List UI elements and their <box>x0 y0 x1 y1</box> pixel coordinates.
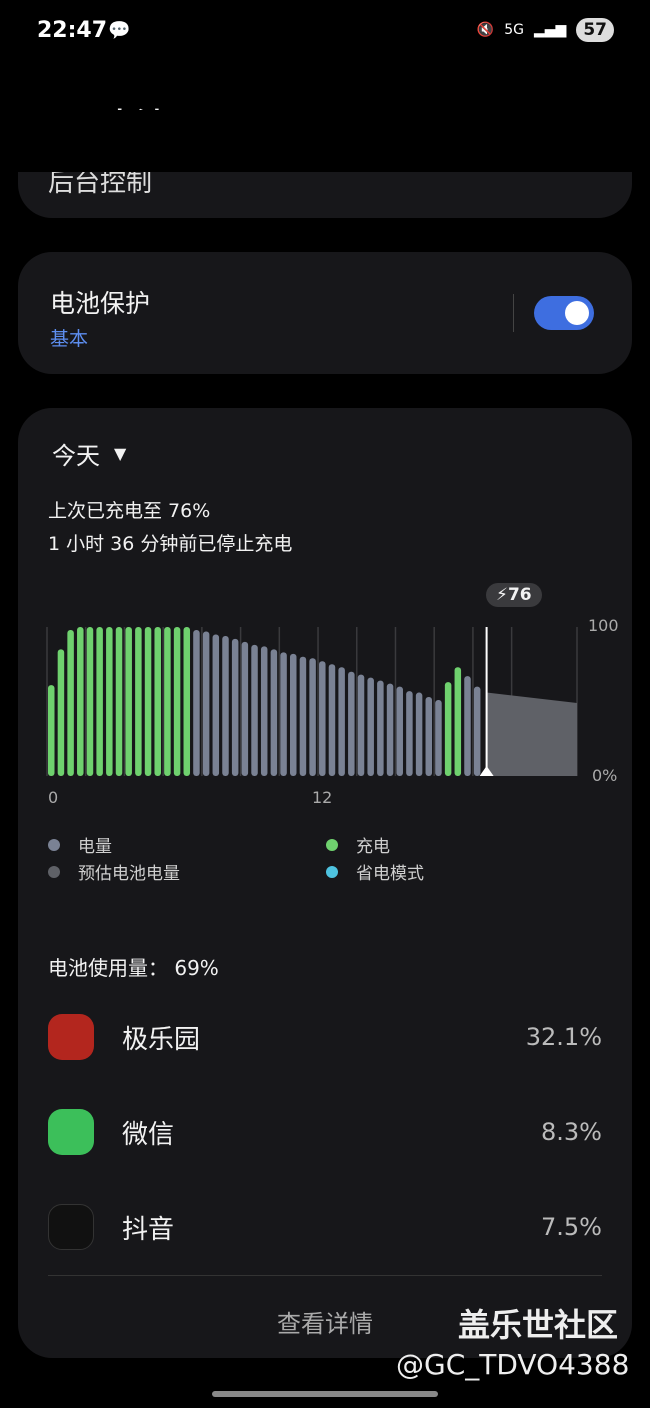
chart-bar <box>241 641 249 776</box>
chart-bar <box>444 682 452 776</box>
signal-icon: ▂▄▆ <box>534 22 567 38</box>
chart-bar <box>435 700 442 776</box>
chart-bar <box>280 652 287 776</box>
chart-bar <box>154 627 161 776</box>
legend-charging: 充电 <box>326 832 390 857</box>
chart-bar <box>386 683 394 776</box>
chart-bar <box>270 649 278 776</box>
chart-bar <box>367 677 374 776</box>
chart-bar <box>125 627 132 776</box>
chart-bar <box>67 629 74 776</box>
chart-bar <box>348 671 355 776</box>
chart-bar <box>115 627 123 776</box>
chart-bar <box>319 661 326 776</box>
chart-bar <box>290 653 297 776</box>
chart-bar <box>464 676 471 776</box>
app-row[interactable]: 微信 8.3% <box>48 1109 602 1155</box>
app-icon <box>48 1014 94 1060</box>
period-dropdown[interactable]: 今天 ▼ <box>52 436 126 471</box>
chart-bar <box>425 697 433 776</box>
chart-bar <box>415 692 423 776</box>
battery-protection-toggle[interactable] <box>534 296 594 330</box>
message-notification-icon: 💬 <box>108 20 131 41</box>
wechat-icon <box>48 1109 94 1155</box>
chart-bar <box>377 680 384 776</box>
chart-bar <box>202 631 210 776</box>
legend-level: 电量 <box>48 832 112 857</box>
battery-chart <box>46 627 578 776</box>
chart-bar <box>357 674 365 776</box>
network-type: 5G <box>504 22 525 38</box>
app-row[interactable]: 极乐园 32.1% <box>48 1014 602 1060</box>
charge-marker-badge: ⚡76 <box>486 583 542 607</box>
chart-bar <box>473 686 481 776</box>
chart-bar <box>231 638 239 776</box>
view-details-button[interactable]: 查看详情 <box>277 1310 373 1338</box>
chart-bar <box>183 627 191 776</box>
watermark-user: @GC_TDVO4388 <box>396 1348 630 1381</box>
current-time-marker <box>479 766 494 776</box>
home-indicator[interactable] <box>212 1391 438 1397</box>
chart-bar <box>86 627 94 776</box>
charge-stopped-text: 1 小时 36 分钟前已停止充电 <box>48 533 293 555</box>
last-charge-text: 上次已充电至 76% <box>48 500 211 522</box>
x-tick-0: 0 <box>48 788 59 807</box>
chart-bar <box>309 658 316 776</box>
chart-bar <box>173 627 181 776</box>
chart-bar <box>212 634 220 776</box>
chart-bar <box>96 627 103 776</box>
battery-usage-total: 电池使用量： 69% <box>48 956 219 980</box>
y-tick-100: 100 <box>588 616 619 635</box>
chart-bar <box>222 635 229 776</box>
chart-bar <box>164 627 171 776</box>
battery-level: 57 <box>576 18 614 42</box>
chart-bar <box>338 667 345 776</box>
chart-bar <box>193 629 200 776</box>
chart-bar <box>57 649 65 776</box>
legend-power-saving: 省电模式 <box>326 859 424 884</box>
chart-bar <box>251 644 258 776</box>
x-tick-12: 12 <box>312 788 333 807</box>
chart-bar <box>106 627 113 776</box>
battery-protection-title: 电池保护 <box>50 289 151 318</box>
chart-bar <box>260 646 268 776</box>
chart-bar <box>396 686 403 776</box>
watermark: 盖乐世社区 <box>458 1306 619 1344</box>
battery-protection-mode: 基本 <box>50 328 89 350</box>
chart-bar <box>144 627 152 776</box>
battery-usage-card: 今天 ▼ 上次已充电至 76% 1 小时 36 分钟前已停止充电 ⚡76 100… <box>18 408 632 1358</box>
dropdown-arrow-icon: ▼ <box>114 444 127 463</box>
y-tick-0: 0% <box>592 766 618 785</box>
douyin-icon <box>48 1204 94 1250</box>
battery-protection-card[interactable]: 电池保护 基本 <box>18 252 632 374</box>
chart-bar <box>328 664 336 776</box>
chart-bar <box>454 667 462 776</box>
mute-icon: 🔇 <box>476 22 495 38</box>
projected-area <box>486 692 577 776</box>
background-control-label: 后台控制 <box>48 168 153 198</box>
chart-bar <box>299 656 307 776</box>
chart-bar <box>77 627 84 776</box>
chart-bar <box>135 627 142 776</box>
app-row[interactable]: 抖音 7.5% <box>48 1204 602 1250</box>
chart-bar <box>406 691 413 776</box>
period-label: 今天 <box>52 442 100 470</box>
chart-bar <box>48 685 55 776</box>
status-time: 22:47 <box>37 18 108 43</box>
legend-projected: 预估电池电量 <box>48 859 180 884</box>
